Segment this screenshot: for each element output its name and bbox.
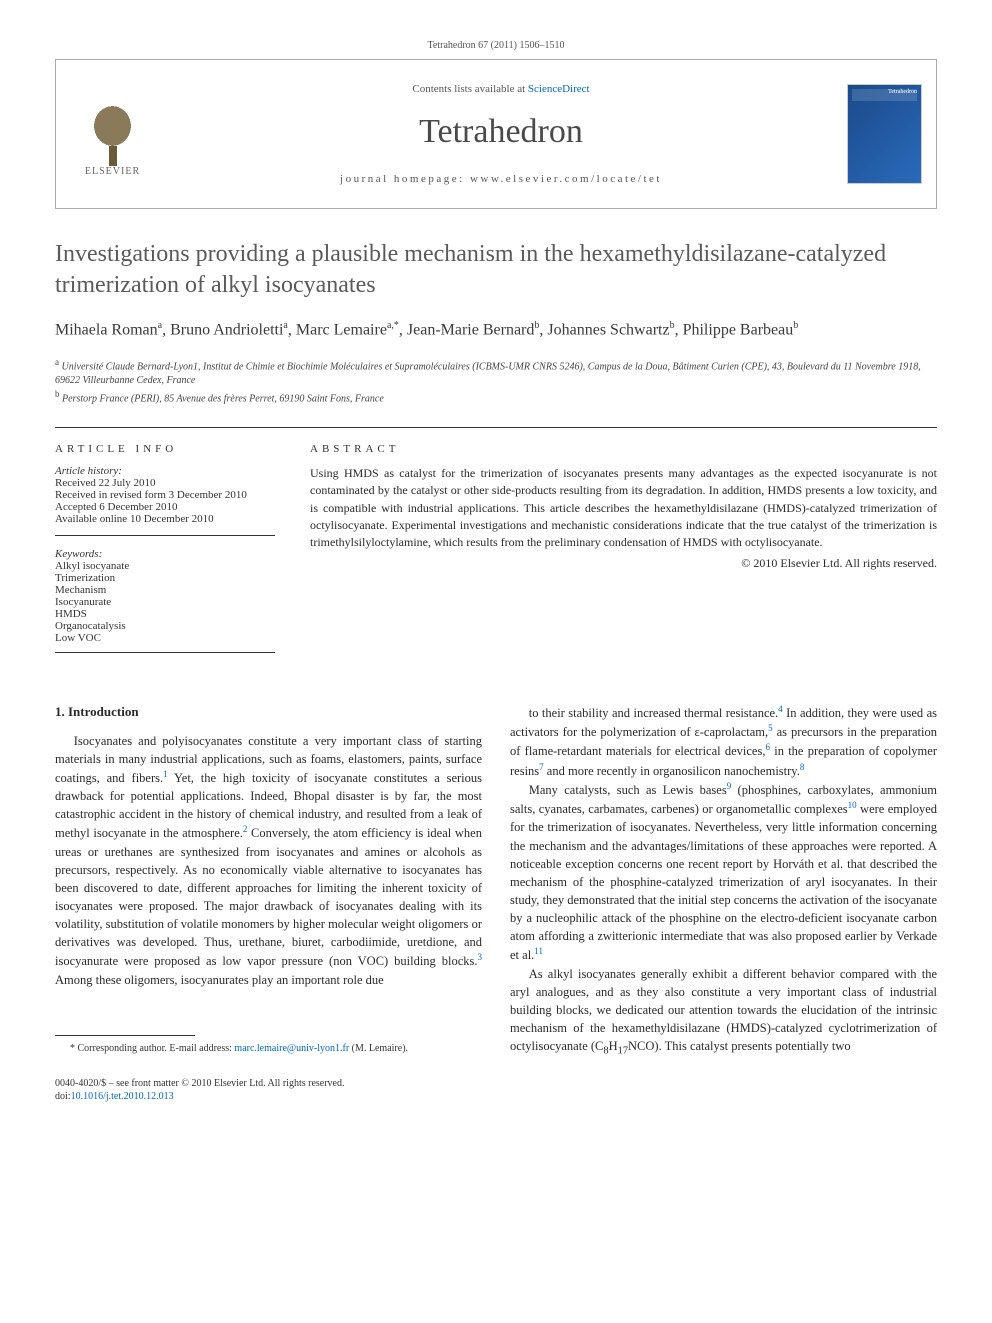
right-column: to their stability and increased thermal…	[510, 703, 937, 1059]
doi-line: doi:10.1016/j.tet.2010.12.013	[55, 1090, 937, 1103]
keywords-block: Keywords: Alkyl isocyanateTrimerizationM…	[55, 548, 275, 653]
footnote-marker: *	[70, 1043, 75, 1054]
body-paragraph: As alkyl isocyanates generally exhibit a…	[510, 965, 937, 1059]
publisher-logo[interactable]: ELSEVIER	[70, 87, 155, 182]
sciencedirect-link[interactable]: ScienceDirect	[528, 83, 590, 95]
doi-link[interactable]: 10.1016/j.tet.2010.12.013	[71, 1091, 174, 1102]
keyword-item: Mechanism	[55, 584, 275, 596]
homepage-line: journal homepage: www.elsevier.com/locat…	[155, 173, 847, 185]
keywords-title: Keywords:	[55, 548, 275, 560]
body-paragraph: to their stability and increased thermal…	[510, 703, 937, 780]
contents-available-line: Contents lists available at ScienceDirec…	[155, 83, 847, 95]
history-line: Accepted 6 December 2010	[55, 501, 275, 513]
journal-name: Tetrahedron	[155, 113, 847, 151]
body-columns: 1. Introduction Isocyanates and polyisoc…	[55, 703, 937, 1059]
author-list: Mihaela Romana, Bruno Andriolettia, Marc…	[55, 319, 937, 342]
keyword-item: Organocatalysis	[55, 620, 275, 632]
history-line: Received in revised form 3 December 2010	[55, 489, 275, 501]
journal-cover-thumbnail[interactable]: Tetrahedron	[847, 84, 922, 184]
abstract-column: ABSTRACT Using HMDS as catalyst for the …	[310, 427, 937, 653]
article-info-label: ARTICLE INFO	[55, 443, 275, 455]
corresponding-author-footnote: * Corresponding author. E-mail address: …	[55, 1042, 482, 1057]
left-column: 1. Introduction Isocyanates and polyisoc…	[55, 703, 482, 1059]
keyword-item: Alkyl isocyanate	[55, 560, 275, 572]
keyword-item: Trimerization	[55, 572, 275, 584]
elsevier-tree-icon	[80, 91, 145, 161]
journal-center: Contents lists available at ScienceDirec…	[155, 83, 847, 185]
introduction-heading: 1. Introduction	[55, 703, 482, 722]
history-line: Available online 10 December 2010	[55, 513, 275, 525]
title-block: Investigations providing a plausible mec…	[55, 239, 937, 301]
article-page: Tetrahedron 67 (2011) 1506–1510 ELSEVIER…	[0, 0, 992, 1133]
issn-line: 0040-4020/$ – see front matter © 2010 El…	[55, 1077, 937, 1090]
keyword-item: HMDS	[55, 608, 275, 620]
abstract-copyright: © 2010 Elsevier Ltd. All rights reserved…	[310, 556, 937, 571]
homepage-prefix: journal homepage:	[340, 173, 470, 185]
footnote-suffix: (M. Lemaire).	[349, 1043, 408, 1054]
contents-prefix: Contents lists available at	[412, 83, 527, 95]
article-title: Investigations providing a plausible mec…	[55, 239, 937, 301]
affiliations: a Université Claude Bernard-Lyon1, Insti…	[55, 356, 937, 407]
history-line: Received 22 July 2010	[55, 477, 275, 489]
cover-label: Tetrahedron	[888, 89, 917, 95]
info-abstract-row: ARTICLE INFO Article history: Received 2…	[55, 427, 937, 653]
page-footer: 0040-4020/$ – see front matter © 2010 El…	[55, 1077, 937, 1103]
keyword-item: Isocyanurate	[55, 596, 275, 608]
author-email-link[interactable]: marc.lemaire@univ-lyon1.fr	[234, 1043, 349, 1054]
doi-prefix: doi:	[55, 1091, 71, 1102]
abstract-label: ABSTRACT	[310, 443, 937, 455]
affiliation-line: a Université Claude Bernard-Lyon1, Insti…	[55, 356, 937, 388]
journal-header-box: ELSEVIER Contents lists available at Sci…	[55, 59, 937, 209]
homepage-url[interactable]: www.elsevier.com/locate/tet	[470, 173, 662, 185]
abstract-text: Using HMDS as catalyst for the trimeriza…	[310, 465, 937, 552]
affiliation-line: b Perstorp France (PERI), 85 Avenue des …	[55, 388, 937, 406]
citation-header: Tetrahedron 67 (2011) 1506–1510	[55, 40, 937, 51]
footnote-separator	[55, 1035, 195, 1036]
history-title: Article history:	[55, 465, 275, 477]
article-info-column: ARTICLE INFO Article history: Received 2…	[55, 443, 275, 653]
body-paragraph: Isocyanates and polyisocyanates constitu…	[55, 732, 482, 989]
body-paragraph: Many catalysts, such as Lewis bases9 (ph…	[510, 780, 937, 965]
article-history: Article history: Received 22 July 2010Re…	[55, 465, 275, 536]
keyword-item: Low VOC	[55, 632, 275, 644]
publisher-name: ELSEVIER	[85, 166, 140, 177]
footnote-text: Corresponding author. E-mail address:	[78, 1043, 235, 1054]
